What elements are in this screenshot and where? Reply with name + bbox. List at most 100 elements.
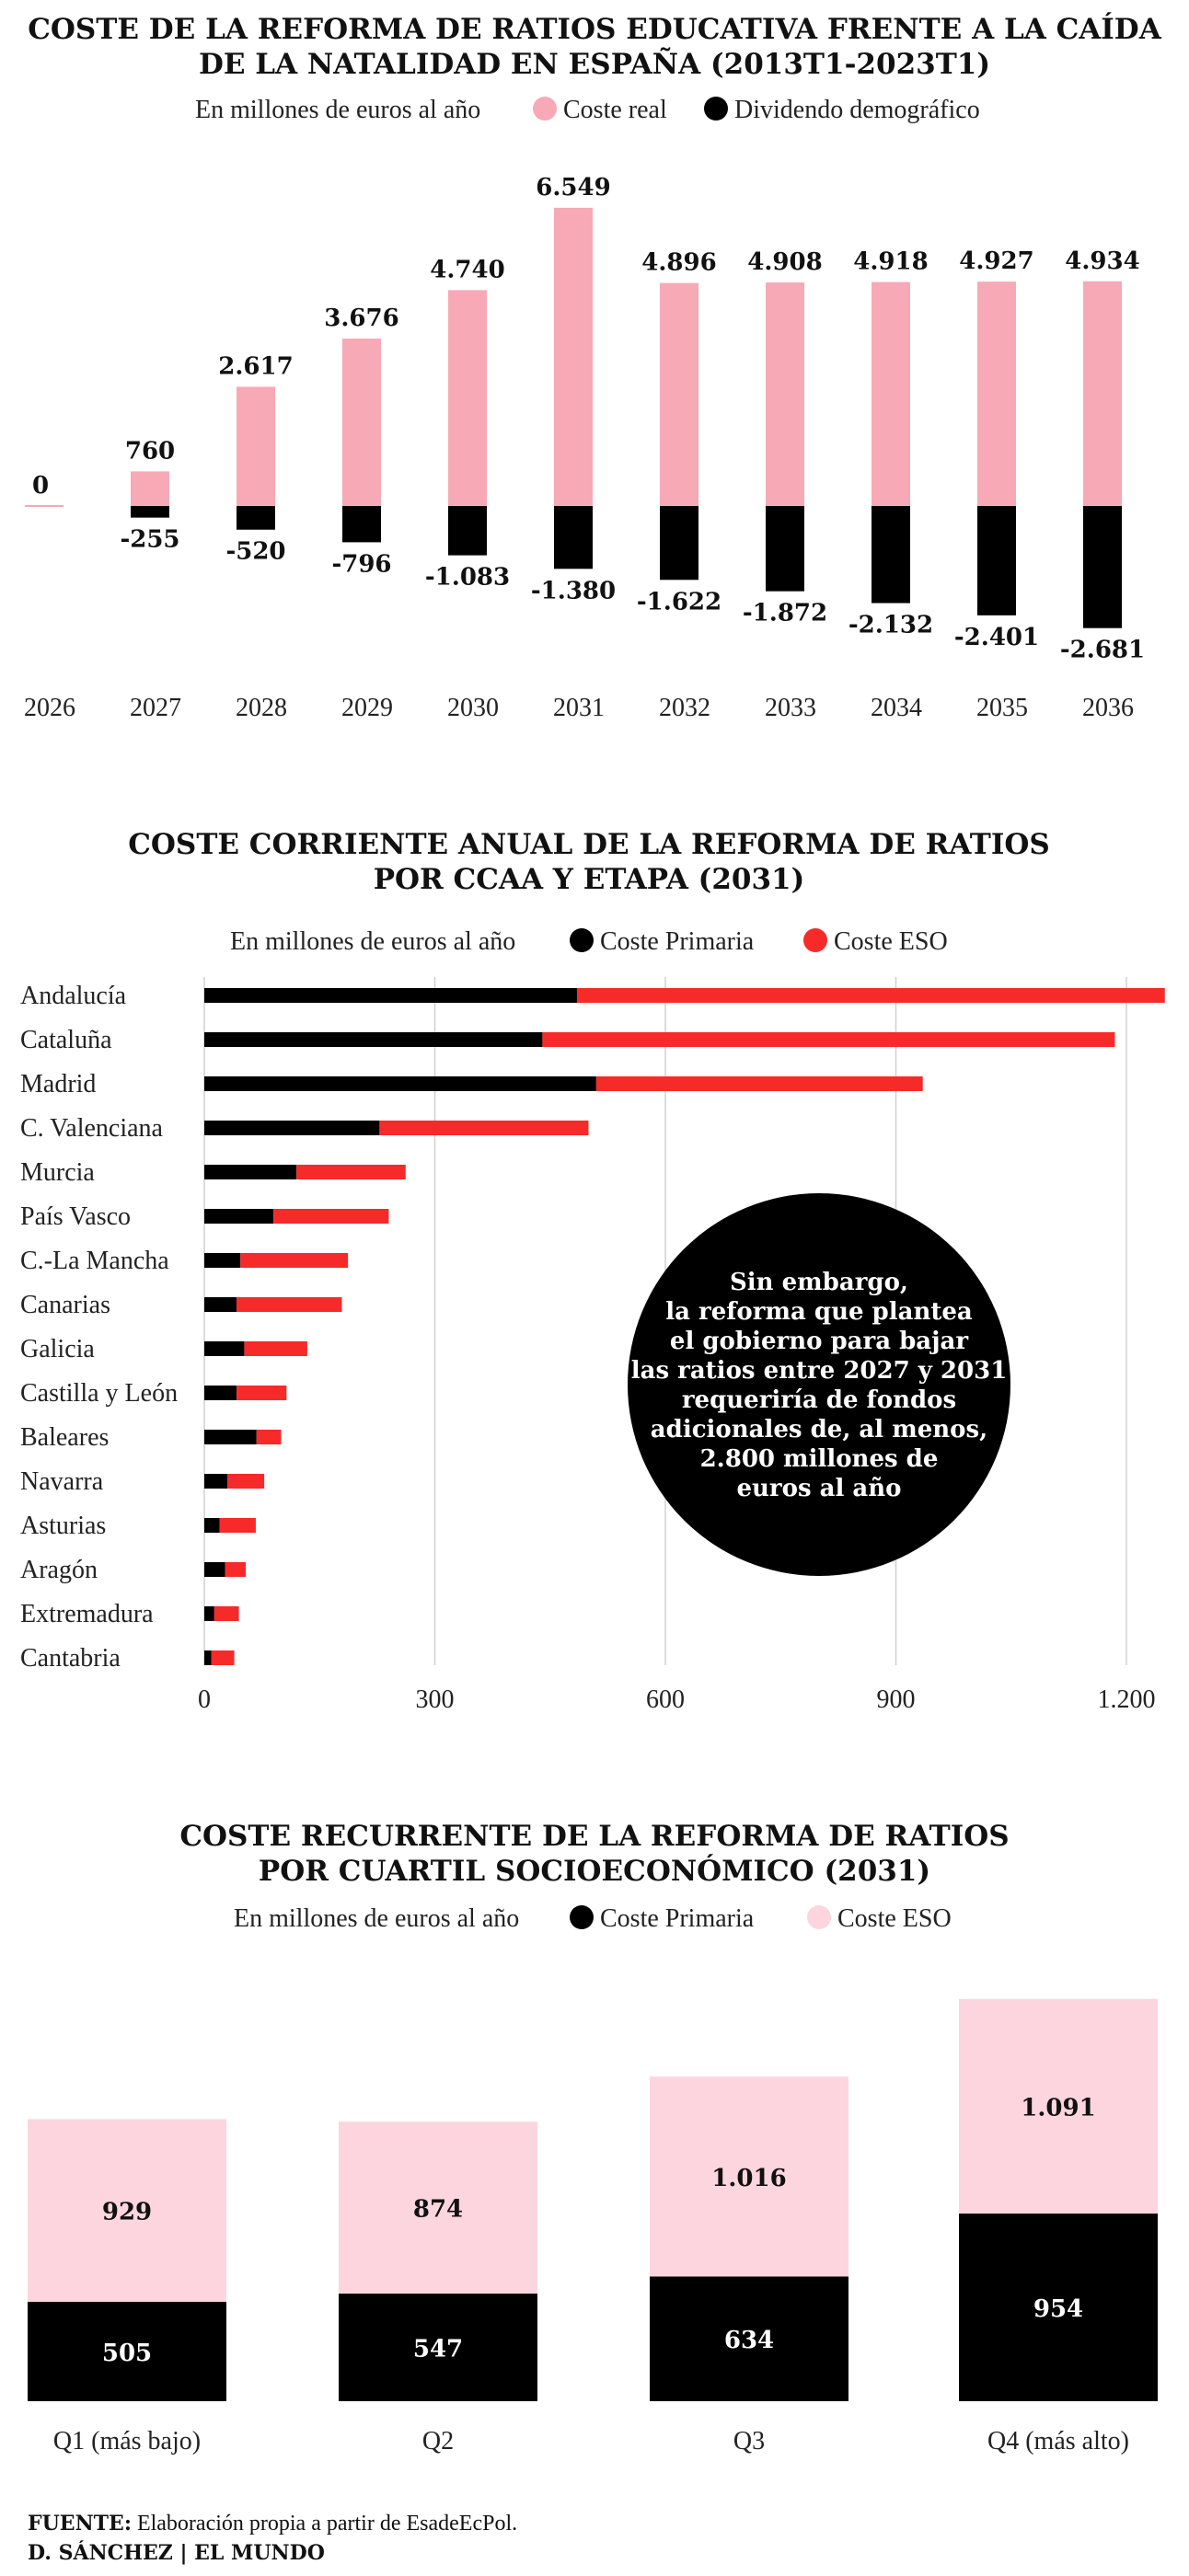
label-coste-real-2036: 4.934 [1065, 247, 1139, 275]
chart-1-title-line-2: DE LA NATALIDAD EN ESPAÑA (2013T1-2023T1… [199, 46, 990, 81]
label-dividendo-2029: -796 [331, 550, 391, 578]
label-dividendo-2032: -1.622 [637, 588, 721, 615]
annotation-line-3: el gobierno para bajar [670, 1328, 968, 1355]
chart-3-legend-primaria: Coste Primaria [600, 1904, 755, 1933]
bar-eso-cataluña [542, 1032, 1115, 1047]
bar-eso-murcia [296, 1165, 406, 1179]
x-tick-2031: 2031 [553, 694, 605, 722]
label-coste-real-2035: 4.927 [959, 247, 1033, 275]
label-coste-real-2029: 3.676 [324, 305, 398, 332]
category-label-navarra: Navarra [20, 1467, 104, 1496]
label-coste-real-2028: 2.617 [218, 352, 293, 380]
chart-1-legend-coste-real: Coste real [563, 96, 667, 124]
chart-2-plot: Andalucía Cataluña Madrid C. Valenciana Murc… [20, 982, 1165, 1673]
label-dividendo-2030: -1.083 [425, 564, 510, 592]
chart-2-legend-eso: Coste ESO [834, 927, 948, 956]
label-coste-real-2031: 6.549 [536, 174, 610, 201]
bar-primaria-q1 [28, 2302, 226, 2401]
chart-2-legend: En millones de euros al año Coste Primar… [230, 927, 948, 956]
label-dividendo-2034: -2.132 [848, 612, 933, 639]
x-tick-2033: 2033 [765, 694, 816, 722]
bar-coste-real-2028 [237, 386, 275, 506]
bar-coste-real-2032 [660, 282, 698, 506]
chart-2-unit-label: En millones de euros al año [230, 927, 515, 956]
category-label-cataluña: Cataluña [20, 1026, 112, 1054]
bar-coste-real-2029 [342, 339, 381, 506]
bar-primaria-extremadura [204, 1606, 214, 1621]
chart-3-title-line-1: COSTE RECURRENTE DE LA REFORMA DE RATIOS [179, 1820, 1009, 1853]
chart-1-title-line-1: COSTE DE LA REFORMA DE RATIOS EDUCATIVA … [28, 11, 1161, 46]
bar-dividendo-2028 [237, 506, 275, 530]
chart-1-legend: En millones de euros al año Coste real D… [195, 96, 980, 124]
label-coste-real-2027: 760 [125, 437, 175, 465]
category-label-andalucía: Andalucía [20, 982, 127, 1010]
label-eso-q1: 929 [102, 2199, 152, 2226]
label-primaria-q1: 505 [102, 2340, 152, 2367]
bar-primaria-asturias [204, 1518, 220, 1533]
bar-dividendo-2029 [342, 506, 381, 543]
category-label-madrid: Madrid [20, 1070, 96, 1098]
label-dividendo-2027: -255 [120, 526, 179, 554]
bar-coste-real-2034 [872, 282, 910, 506]
bar-eso-andalucía [576, 988, 1165, 1003]
chart-1-legend-swatch-dividendo [704, 97, 728, 121]
label-eso-q3: 1.016 [711, 2165, 786, 2192]
bar-eso-q3 [650, 2076, 848, 2277]
label-coste-real-2034: 4.918 [853, 248, 928, 276]
x-tick-300: 300 [416, 1685, 455, 1714]
x-tick-q4: Q4 (más alto) [987, 2427, 1129, 2455]
chart-1-legend-swatch-coste-real [533, 97, 557, 121]
x-tick-q3: Q3 [733, 2427, 765, 2455]
bar-coste-real-2036 [1083, 281, 1122, 506]
label-dividendo-2031: -1.380 [531, 577, 616, 604]
bar-primaria-cantabria [204, 1650, 212, 1665]
chart-3-legend: En millones de euros al año Coste Primar… [234, 1904, 952, 1933]
bar-dividendo-2027 [131, 506, 169, 518]
bar-eso-c-valenciana [379, 1121, 589, 1135]
chart-2-title-line-1: COSTE CORRIENTE ANUAL DE LA REFORMA DE R… [128, 828, 1049, 861]
chart-2-ccaa: COSTE CORRIENTE ANUAL DE LA REFORMA DE R… [20, 828, 1165, 1714]
x-tick-2032: 2032 [659, 694, 710, 722]
bar-eso-navarra [227, 1474, 265, 1489]
label-primaria-q4: 954 [1033, 2295, 1083, 2323]
bar-eso-canarias [237, 1297, 342, 1312]
bar-coste-real-2027 [131, 471, 169, 506]
label-coste-real-2026: 0 [32, 472, 49, 500]
bar-primaria-baleares [204, 1430, 257, 1444]
bar-coste-real-2033 [766, 282, 804, 506]
bar-primaria-cataluña [204, 1032, 543, 1047]
chart-3-legend-eso: Coste ESO [837, 1904, 952, 1933]
bar-primaria-navarra [204, 1474, 228, 1489]
label-primaria-q3: 634 [724, 2327, 774, 2354]
label-dividendo-2033: -1.872 [743, 600, 827, 627]
category-label-cantabria: Cantabria [20, 1644, 121, 1673]
bar-coste-real-2031 [554, 207, 593, 506]
x-tick-0: 0 [198, 1685, 211, 1714]
x-tick-q2: Q2 [422, 2427, 454, 2455]
category-label-extremadura: Extremadura [20, 1600, 154, 1628]
bar-dividendo-2033 [766, 506, 804, 592]
chart-3-unit-label: En millones de euros al año [234, 1904, 519, 1933]
bar-coste-real-2035 [977, 282, 1016, 506]
x-tick-2029: 2029 [341, 694, 393, 722]
category-label-canarias: Canarias [20, 1291, 110, 1319]
bar-primaria-país-vasco [204, 1209, 274, 1224]
bar-primaria-galicia [204, 1341, 245, 1356]
label-coste-real-2033: 4.908 [747, 248, 822, 276]
bar-eso-aragón [225, 1562, 247, 1577]
x-tick-900: 900 [877, 1685, 916, 1714]
x-tick-600: 600 [646, 1685, 685, 1714]
annotation-line-5: requeriría de fondos [682, 1386, 956, 1414]
category-label-c-valenciana: C. Valenciana [20, 1114, 164, 1143]
category-label-asturias: Asturias [20, 1512, 106, 1540]
bar-dividendo-2030 [448, 506, 487, 556]
bar-primaria-madrid [204, 1076, 596, 1091]
annotation-line-7: 2.800 millones de [700, 1445, 939, 1473]
bar-eso-extremadura [214, 1606, 239, 1621]
bar-eso-q4 [959, 1998, 1158, 2214]
bar-eso-c-la-mancha [240, 1253, 349, 1268]
bar-eso-asturias [219, 1518, 256, 1533]
